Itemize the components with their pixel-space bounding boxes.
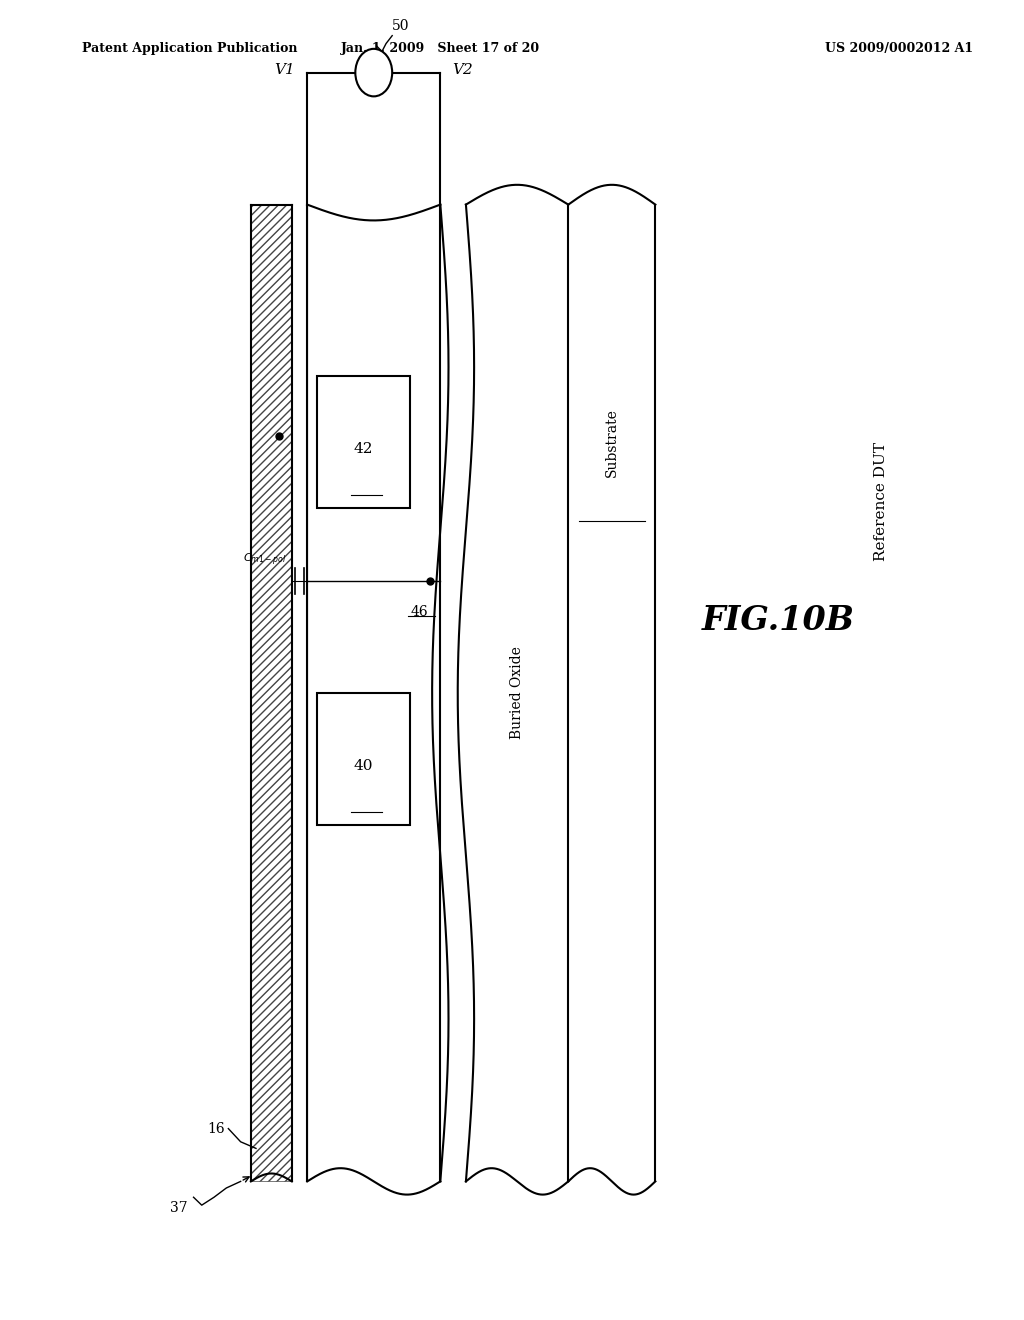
Text: 37: 37 (170, 1201, 188, 1214)
Text: 16: 16 (208, 1122, 225, 1135)
Text: 42: 42 (353, 442, 374, 455)
Text: FIG.10B: FIG.10B (701, 605, 855, 636)
Text: Buried Oxide: Buried Oxide (510, 647, 524, 739)
Bar (317, 693, 410, 825)
Text: V2: V2 (453, 63, 473, 77)
Bar (251, 205, 292, 1181)
Text: 40: 40 (353, 759, 374, 772)
Bar (317, 376, 410, 508)
Circle shape (355, 49, 392, 96)
Text: Substrate: Substrate (605, 408, 618, 477)
Text: V1: V1 (274, 63, 295, 77)
Text: 50: 50 (392, 18, 410, 33)
Text: Jan. 1, 2009   Sheet 17 of 20: Jan. 1, 2009 Sheet 17 of 20 (341, 42, 540, 55)
Text: $C_{m1-pol}$: $C_{m1-pol}$ (243, 552, 287, 568)
Text: Patent Application Publication: Patent Application Publication (82, 42, 297, 55)
Text: US 2009/0002012 A1: US 2009/0002012 A1 (824, 42, 973, 55)
Text: Reference DUT: Reference DUT (873, 442, 888, 561)
Text: 46: 46 (411, 605, 429, 619)
